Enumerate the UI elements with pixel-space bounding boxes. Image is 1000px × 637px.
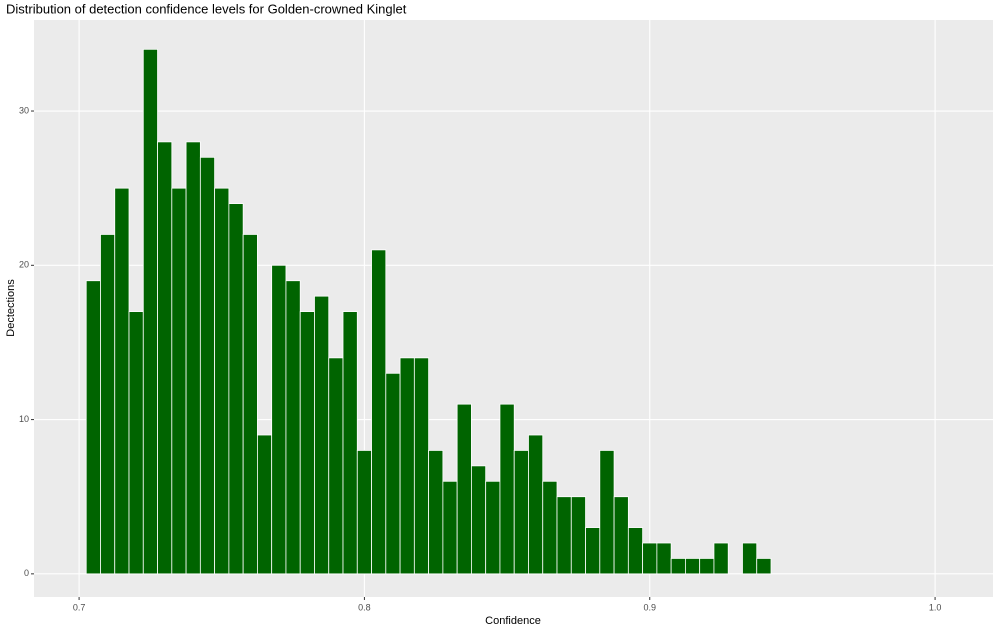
bar bbox=[171, 187, 187, 575]
bar bbox=[114, 187, 130, 575]
bar bbox=[685, 558, 701, 575]
bar bbox=[128, 311, 144, 575]
bar bbox=[713, 542, 729, 575]
bar bbox=[342, 311, 358, 575]
bar bbox=[299, 311, 315, 575]
bar bbox=[314, 295, 330, 575]
bar bbox=[185, 141, 201, 575]
bar bbox=[214, 187, 230, 575]
bar bbox=[642, 542, 658, 575]
bar bbox=[399, 357, 415, 575]
y-tick-label: 30 bbox=[19, 105, 29, 115]
bar bbox=[528, 434, 544, 575]
bar bbox=[428, 450, 444, 575]
bar bbox=[242, 234, 258, 575]
bar bbox=[257, 434, 273, 575]
bar bbox=[670, 558, 686, 575]
bar bbox=[471, 465, 487, 575]
x-tick-label: 0.7 bbox=[73, 602, 86, 612]
bar bbox=[742, 542, 758, 575]
bar bbox=[656, 542, 672, 575]
bar bbox=[456, 403, 472, 575]
bar bbox=[228, 203, 244, 575]
x-tick-label: 0.8 bbox=[358, 602, 371, 612]
bar bbox=[627, 527, 644, 575]
bar bbox=[371, 249, 387, 575]
bar bbox=[499, 403, 515, 575]
bar bbox=[585, 527, 601, 575]
x-tick-label: 0.9 bbox=[643, 602, 656, 612]
bar bbox=[570, 496, 586, 575]
bar bbox=[613, 496, 629, 575]
bar bbox=[756, 558, 772, 575]
bar bbox=[442, 480, 458, 575]
bar bbox=[385, 372, 401, 575]
bar bbox=[271, 264, 287, 575]
y-tick-label: 20 bbox=[19, 260, 29, 270]
bar bbox=[142, 48, 158, 575]
bar bbox=[542, 480, 558, 575]
bar bbox=[199, 156, 216, 575]
bar bbox=[485, 480, 501, 575]
bar bbox=[599, 450, 615, 575]
x-tick-label: 1.0 bbox=[929, 602, 942, 612]
bar bbox=[513, 450, 529, 575]
y-tick-label: 0 bbox=[24, 568, 29, 578]
bar bbox=[85, 280, 101, 575]
bar bbox=[556, 496, 572, 575]
bar bbox=[285, 280, 301, 575]
bar bbox=[157, 141, 173, 575]
bar bbox=[100, 234, 116, 575]
bar bbox=[699, 558, 715, 575]
y-tick-label: 10 bbox=[19, 414, 29, 424]
chart-title: Distribution of detection confidence lev… bbox=[6, 1, 407, 16]
bar bbox=[356, 450, 372, 575]
bar bbox=[413, 357, 430, 575]
bar bbox=[328, 357, 344, 575]
x-axis-label: Confidence bbox=[485, 615, 541, 627]
y-axis-label: Dectections bbox=[5, 279, 17, 337]
